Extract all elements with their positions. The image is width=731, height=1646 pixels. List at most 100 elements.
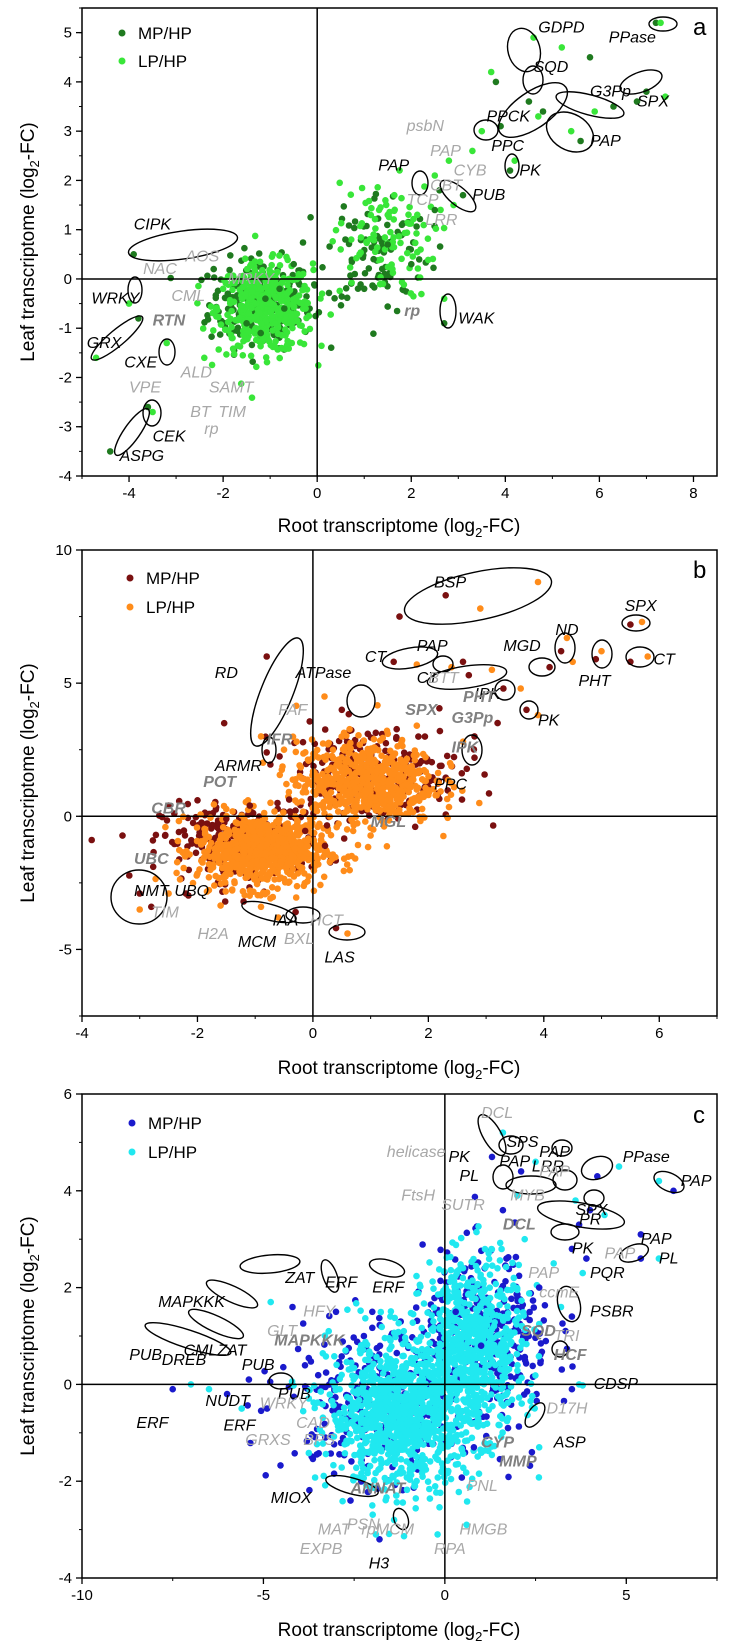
gene-label-aos: AOS [185,249,220,266]
point-b-cluster-1 [277,858,284,865]
point-b-cluster-1 [231,879,238,887]
point-c-cluster-3 [377,1308,385,1316]
point-c-cluster-2 [513,1321,520,1328]
point-a-cluster-1 [239,272,247,280]
point-b-cluster-3 [377,806,384,814]
point-c-cluster-3 [452,1461,460,1468]
point-a-cluster-1 [276,262,284,269]
gene-label-bt: BT [190,404,212,421]
point-c-cluster-2 [426,1259,433,1266]
point-c-cluster-0 [559,1320,566,1327]
point-a-cluster-3 [372,225,379,232]
point-a-mp-1 [586,54,594,61]
point-b-cluster-1 [200,854,207,862]
point-a-mp-32 [281,305,288,312]
point-a-cluster-3 [347,236,355,243]
x-tick-label-a: 0 [313,485,321,502]
point-b-cluster-1 [253,880,261,888]
point-a-cluster-3 [416,274,424,281]
point-a-cluster-1 [223,351,230,358]
point-b-cluster-1 [201,825,208,833]
point-a-lp-4 [591,108,598,115]
point-c-cluster-3 [447,1453,455,1460]
point-b-cluster-1 [257,843,265,850]
point-b-cluster-3 [370,735,378,743]
point-c-cluster-2 [480,1288,488,1295]
point-c-cluster-1 [315,1450,323,1457]
point-a-cluster-2 [348,258,356,266]
point-a-cluster-3 [414,265,422,272]
point-a-cluster-0 [212,292,220,299]
gene-label-armr: ARMR [214,758,263,775]
point-c-cluster-3 [338,1464,346,1471]
gene-label-mrky: MRKY [228,271,276,288]
point-c-cluster-2 [498,1400,506,1407]
gene-label-gdpd: GDPD [538,20,585,37]
point-a-cluster-1 [229,286,236,294]
point-b-cluster-3 [396,806,403,814]
point-b-cluster-3 [407,776,414,784]
point-b-cluster-2 [463,765,471,773]
point-c-cluster-2 [525,1290,533,1297]
point-a-cluster-2 [342,285,350,292]
point-c-cluster-2 [509,1259,516,1267]
point-a-cluster-2 [430,264,437,272]
point-c-cluster-2 [470,1255,477,1263]
gene-label-iaa: IAA [273,913,299,930]
point-c-cluster-3 [474,1453,482,1460]
point-c-cluster-2 [452,1325,460,1333]
point-c-cluster-2 [465,1323,472,1331]
point-a-cluster-2 [319,264,326,271]
point-b-cluster-3 [339,797,347,805]
x-tick-label-a: 2 [407,485,415,502]
point-a-mp-0 [652,19,660,27]
point-b-cluster-3 [349,827,357,835]
point-a-lp-16 [356,251,363,258]
point-a-cluster-0 [248,341,256,349]
gene-label-btt: BTT [428,670,459,687]
point-b-cluster-3 [355,753,362,760]
point-c-cluster-2 [457,1234,465,1242]
point-b-cluster-1 [173,858,181,866]
point-b-mp-14 [338,706,346,714]
point-a-lp-29 [163,339,170,347]
point-a-lp-18 [337,246,345,253]
point-a-cluster-0 [210,274,218,281]
point-c-cluster-3 [464,1388,472,1396]
point-a-mp-33 [210,265,217,273]
point-b-mp-1 [396,613,403,620]
point-c-cluster-1 [458,1474,466,1481]
plot-frame-a [81,7,718,477]
point-b-lp-1 [477,605,484,612]
point-a-cluster-0 [226,266,233,274]
point-b-cluster-1 [223,849,230,857]
point-b-cluster-3 [380,775,387,782]
point-b-cluster-3 [370,794,377,801]
point-c-cluster-1 [376,1314,383,1322]
point-b-cluster-1 [284,868,291,876]
point-b-cluster-1 [320,873,328,881]
point-b-cluster-1 [301,879,309,887]
point-a-mp-18 [408,260,415,268]
point-a-cluster-1 [288,339,296,347]
point-c-cluster-2 [475,1470,483,1477]
point-c-cluster-3 [399,1499,407,1506]
point-a-mp-14 [398,221,406,229]
point-c-cluster-0 [537,1340,545,1347]
point-c-cluster-2 [513,1307,521,1315]
point-b-cluster-3 [329,746,337,754]
point-b-cluster-0 [249,809,257,817]
point-a-cluster-1 [237,380,245,388]
point-a-cluster-1 [303,314,310,322]
point-a-lp-24 [271,320,279,327]
point-b-cluster-0 [119,832,126,839]
point-c-cluster-2 [430,1318,437,1325]
point-c-cluster-1 [338,1353,346,1360]
point-b-cluster-1 [174,837,182,845]
point-b-mp-25 [194,797,201,804]
point-c-cluster-3 [454,1438,461,1445]
point-c-cluster-3 [453,1389,461,1396]
point-b-cluster-2 [393,733,400,741]
